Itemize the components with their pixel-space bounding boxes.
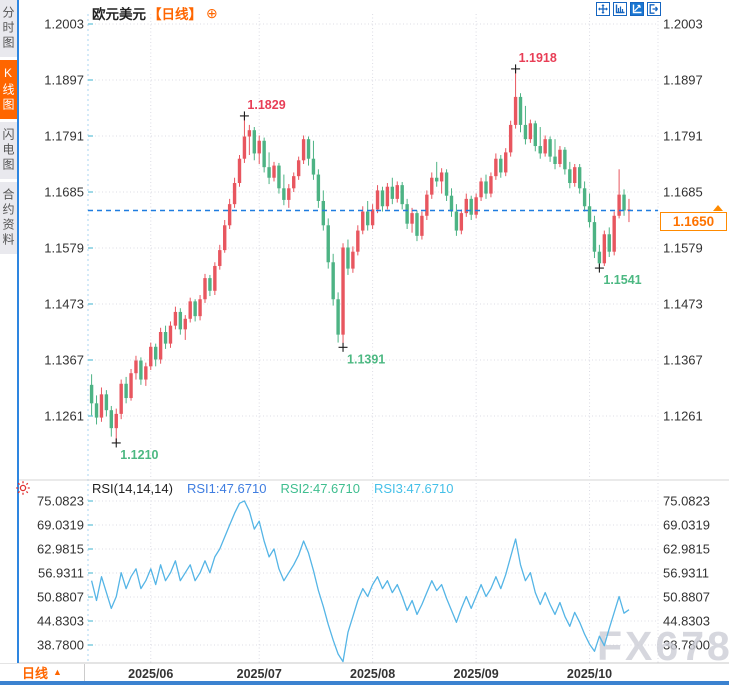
move-tool-button[interactable] [596, 2, 610, 16]
svg-text:2025/06: 2025/06 [128, 667, 173, 681]
move-icon [598, 4, 608, 14]
indicator-settings-icon[interactable] [15, 480, 31, 496]
svg-text:1.1210: 1.1210 [120, 448, 158, 462]
svg-text:44.8303: 44.8303 [663, 614, 710, 629]
svg-text:50.8807: 50.8807 [37, 590, 84, 605]
svg-text:1.1829: 1.1829 [247, 98, 285, 112]
svg-text:50.8807: 50.8807 [663, 590, 710, 605]
sidebar-item-2[interactable]: K线图 [0, 60, 17, 119]
svg-text:56.9311: 56.9311 [663, 566, 709, 581]
svg-text:1.1685: 1.1685 [44, 184, 84, 199]
chart-toolbar [596, 2, 661, 16]
rsi3-value: RSI3:47.6710 [373, 481, 454, 496]
svg-text:1.2003: 1.2003 [44, 17, 84, 32]
circled-plus-icon[interactable]: ⊕ [206, 4, 218, 21]
svg-text:1.2003: 1.2003 [663, 17, 703, 32]
rsi1-value: RSI1:47.6710 [186, 481, 267, 496]
svg-text:38.7800: 38.7800 [37, 638, 84, 653]
svg-text:38.7800: 38.7800 [663, 638, 710, 653]
exit-chart-button[interactable] [647, 2, 661, 16]
instrument-title: 欧元美元 [92, 7, 146, 22]
svg-text:1.1897: 1.1897 [44, 72, 84, 87]
svg-text:1.1261: 1.1261 [663, 408, 703, 423]
svg-text:2025/07: 2025/07 [237, 667, 282, 681]
svg-text:69.0319: 69.0319 [663, 518, 710, 533]
timeframe-selector[interactable]: 日线 ▲ [0, 664, 85, 681]
bottom-blue-bar [0, 681, 729, 685]
svg-text:1.1367: 1.1367 [663, 352, 703, 367]
svg-text:1.1541: 1.1541 [603, 273, 641, 287]
svg-text:1.1918: 1.1918 [519, 51, 557, 65]
scale-y-axis-icon [632, 4, 642, 14]
rsi-indicator-name: RSI(14,14,14) [92, 481, 173, 496]
rsi2-value: RSI2:47.6710 [280, 481, 360, 496]
sidebar-item-1[interactable]: 分时图 [0, 0, 17, 57]
sidebar-item-4[interactable]: 合约资料 [0, 182, 17, 254]
svg-text:1.1685: 1.1685 [663, 184, 703, 199]
svg-text:2025/09: 2025/09 [454, 667, 499, 681]
current-price-tag: 1.1650 [660, 212, 727, 231]
rsi-line [90, 500, 630, 663]
scale-x-axis-icon [615, 4, 625, 14]
candlestick-series [89, 68, 631, 443]
svg-text:56.9311: 56.9311 [38, 566, 84, 581]
svg-text:75.0823: 75.0823 [37, 494, 84, 509]
svg-text:1.1791: 1.1791 [44, 128, 84, 143]
price-axis-labels: 1.2003 1.2003 1.1897 1.1897 1.1791 1.1791 1.16… [37, 17, 710, 653]
price-tag-arrow-icon [713, 205, 723, 211]
svg-text:75.0823: 75.0823 [663, 494, 710, 509]
rsi-header: RSI(14,14,14) RSI1:47.6710 RSI2:47.6710 … [92, 481, 453, 496]
x-axis-labels: 2025/06 2025/07 2025/08 2025/09 2025/10 [128, 667, 612, 681]
svg-text:62.9815: 62.9815 [663, 542, 710, 557]
svg-text:1.1791: 1.1791 [663, 128, 703, 143]
svg-text:1.1897: 1.1897 [663, 72, 703, 87]
svg-text:69.0319: 69.0319 [37, 518, 84, 533]
exit-chart-icon [649, 4, 658, 14]
scale-y-axis-button[interactable] [630, 2, 644, 16]
svg-text:2025/10: 2025/10 [567, 667, 612, 681]
axis-ticks [88, 23, 93, 646]
timeframe-label: 日线 [22, 666, 49, 681]
extreme-annotations: 1.1829 1.1918 1.1210 1.1391 1.1541 [111, 51, 642, 462]
sidebar-item-3[interactable]: 闪电图 [0, 122, 17, 179]
svg-text:1.1391: 1.1391 [347, 352, 385, 366]
svg-text:1.1579: 1.1579 [663, 240, 703, 255]
gridlines [88, 14, 659, 663]
sidebar: 分时图 K线图闪电图合约资料 [0, 0, 19, 663]
fx678-watermark: FX678 [597, 623, 729, 669]
svg-text:1.1261: 1.1261 [44, 408, 84, 423]
chart-title-row: 欧元美元 【日线】 ⊕ [92, 3, 218, 23]
svg-text:1.1473: 1.1473 [44, 296, 84, 311]
chevron-up-icon: ▲ [53, 667, 62, 677]
svg-text:44.8303: 44.8303 [37, 614, 84, 629]
svg-text:1.1367: 1.1367 [44, 352, 84, 367]
svg-text:2025/08: 2025/08 [350, 667, 395, 681]
svg-text:1.1473: 1.1473 [663, 296, 703, 311]
svg-text:1.1579: 1.1579 [44, 240, 84, 255]
svg-text:62.9815: 62.9815 [37, 542, 84, 557]
timeframe-tag[interactable]: 【日线】 [148, 7, 202, 22]
scale-x-axis-button[interactable] [613, 2, 627, 16]
